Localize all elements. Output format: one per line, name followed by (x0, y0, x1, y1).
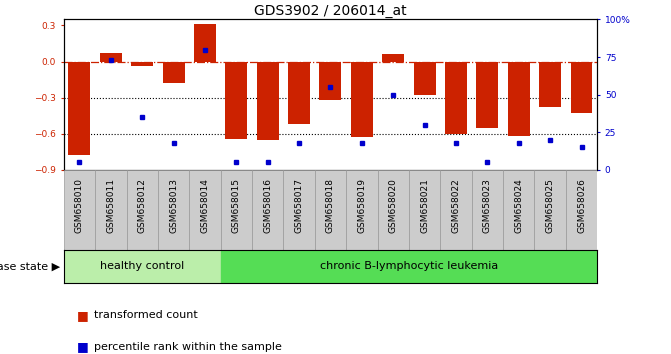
FancyBboxPatch shape (283, 170, 315, 250)
Text: transformed count: transformed count (94, 310, 198, 320)
Text: GSM658015: GSM658015 (231, 178, 241, 233)
Bar (476, 62, 499, 128)
Bar (539, 62, 561, 107)
Text: healthy control: healthy control (100, 261, 185, 272)
Text: GSM658019: GSM658019 (358, 178, 366, 233)
Text: GSM658012: GSM658012 (138, 178, 147, 233)
Bar (64, 250, 221, 283)
Text: GSM658026: GSM658026 (577, 178, 586, 233)
Text: GSM658017: GSM658017 (295, 178, 303, 233)
Text: chronic B-lymphocytic leukemia: chronic B-lymphocytic leukemia (320, 261, 498, 272)
FancyBboxPatch shape (189, 170, 221, 250)
Text: GSM658016: GSM658016 (263, 178, 272, 233)
Bar (351, 62, 373, 137)
Text: GSM658022: GSM658022 (452, 178, 460, 233)
FancyBboxPatch shape (440, 170, 472, 250)
FancyBboxPatch shape (127, 170, 158, 250)
FancyBboxPatch shape (566, 170, 597, 250)
FancyBboxPatch shape (221, 170, 252, 250)
Text: ■: ■ (77, 309, 89, 321)
Text: GSM658023: GSM658023 (483, 178, 492, 233)
Bar (508, 62, 529, 136)
Bar (288, 62, 310, 124)
Bar (445, 62, 467, 134)
Text: GSM658024: GSM658024 (514, 178, 523, 233)
Bar (382, 55, 404, 62)
FancyBboxPatch shape (64, 170, 95, 250)
FancyBboxPatch shape (534, 170, 566, 250)
Bar (68, 62, 91, 155)
Bar (225, 62, 248, 139)
FancyBboxPatch shape (346, 170, 378, 250)
FancyBboxPatch shape (378, 170, 409, 250)
FancyBboxPatch shape (472, 170, 503, 250)
Text: GSM658020: GSM658020 (389, 178, 398, 233)
Text: GSM658025: GSM658025 (546, 178, 555, 233)
Text: GSM658010: GSM658010 (75, 178, 84, 233)
Bar (413, 62, 435, 95)
Text: percentile rank within the sample: percentile rank within the sample (94, 342, 282, 352)
Bar (100, 53, 122, 62)
Bar (319, 62, 342, 100)
Text: GSM658013: GSM658013 (169, 178, 178, 233)
Text: ■: ■ (77, 341, 89, 353)
Text: GSM658011: GSM658011 (106, 178, 115, 233)
Bar (257, 62, 278, 140)
Bar (194, 24, 216, 62)
Title: GDS3902 / 206014_at: GDS3902 / 206014_at (254, 5, 407, 18)
FancyBboxPatch shape (315, 170, 346, 250)
Text: disease state ▶: disease state ▶ (0, 261, 60, 272)
Text: GSM658014: GSM658014 (201, 178, 209, 233)
FancyBboxPatch shape (409, 170, 440, 250)
Bar (570, 62, 592, 113)
Text: GSM658021: GSM658021 (420, 178, 429, 233)
FancyBboxPatch shape (252, 170, 283, 250)
Bar (132, 62, 153, 67)
FancyBboxPatch shape (95, 170, 127, 250)
FancyBboxPatch shape (158, 170, 189, 250)
Bar (162, 62, 185, 83)
Text: GSM658018: GSM658018 (326, 178, 335, 233)
Bar (221, 250, 597, 283)
FancyBboxPatch shape (503, 170, 534, 250)
